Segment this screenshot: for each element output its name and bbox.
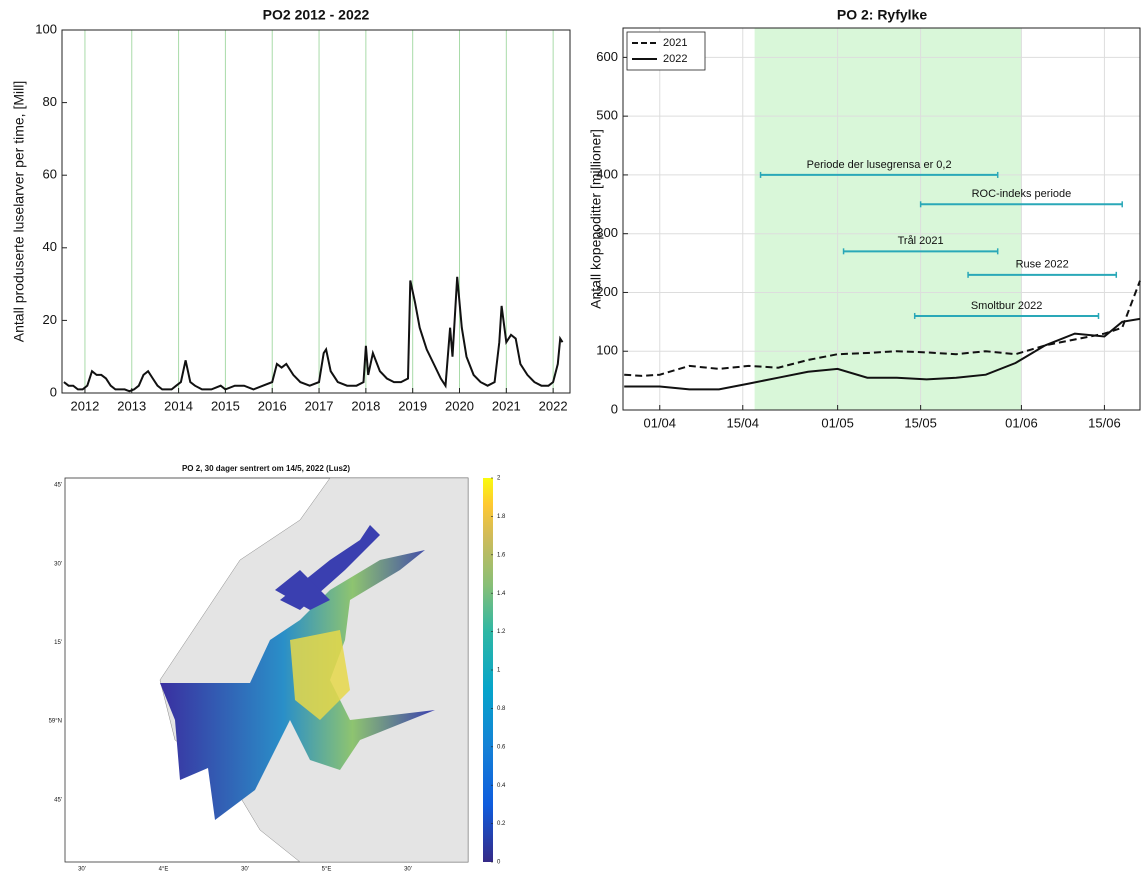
legend-box [626, 31, 706, 71]
x-tick-label: 01/06 [1005, 415, 1038, 430]
colorbar-tick-label: 1.4 [497, 591, 506, 597]
x-tick-label: 01/04 [643, 415, 676, 430]
shaded-period [754, 28, 1022, 410]
x-tick-label: 2014 [164, 398, 193, 413]
colorbar-tick-label: 0.4 [497, 783, 506, 789]
y-axis-label: Antall kopepoditter [millioner] [588, 129, 604, 309]
data-line [624, 280, 1141, 377]
x-tick-label: 2022 [539, 398, 568, 413]
x-tick-label: 2012 [70, 398, 99, 413]
map [64, 477, 469, 863]
y-tick-label: 0 [611, 401, 618, 416]
colorbar-tick-label: 0.2 [497, 821, 506, 827]
interval-label: Trål 2021 [898, 235, 944, 247]
x-tick-label: 2016 [258, 398, 287, 413]
y-tick-label: 60 [43, 167, 57, 182]
lat-label: 30' [54, 561, 62, 567]
plot-frame [61, 29, 571, 394]
x-tick-label: 2020 [445, 398, 474, 413]
y-tick-label: 400 [596, 166, 618, 181]
y-tick-label: 80 [43, 94, 57, 109]
y-tick-label: 100 [596, 343, 618, 358]
chart-title: PO 2, 30 dager sentrert om 14/5, 2022 (L… [182, 464, 350, 473]
lat-label: 45' [54, 797, 62, 803]
interval-label: Periode der lusegrensa er 0,2 [807, 159, 952, 171]
x-tick-label: 01/05 [821, 415, 854, 430]
colorbar-tick-label: 0.8 [497, 706, 506, 712]
colorbar-tick-label: 1.2 [497, 629, 506, 635]
colorbar-tick-label: 0 [497, 860, 501, 866]
lon-label: 4°E [159, 867, 169, 873]
colorbar [483, 478, 493, 862]
x-tick-label: 15/04 [726, 415, 759, 430]
y-tick-label: 300 [596, 225, 618, 240]
lat-label: 59°N [49, 719, 62, 725]
chart-title: PO2 2012 - 2022 [263, 7, 370, 23]
lon-label: 30' [241, 867, 249, 873]
colorbar-tick-label: 1.8 [497, 514, 506, 520]
colorbar-tick-label: 2 [497, 476, 501, 482]
x-tick-label: 15/06 [1088, 415, 1121, 430]
y-tick-label: 40 [43, 239, 57, 254]
x-tick-label: 2017 [305, 398, 334, 413]
lon-label: 5°E [322, 867, 332, 873]
chart-title: PO 2: Ryfylke [837, 7, 927, 23]
x-tick-label: 2018 [351, 398, 380, 413]
plot-frame [622, 27, 1141, 411]
y-tick-label: 100 [35, 21, 57, 36]
y-tick-label: 0 [50, 384, 57, 399]
colorbar-tick-label: 1.6 [497, 552, 506, 558]
y-axis-label: Antall produserte luselarver per time, [… [11, 81, 27, 342]
lat-label: 45' [54, 483, 62, 489]
x-tick-label: 2019 [398, 398, 427, 413]
interval-label: ROC-indeks periode [972, 188, 1072, 200]
data-line [63, 276, 564, 393]
legend-label: 2021 [663, 37, 687, 49]
colorbar-tick-label: 1 [497, 668, 501, 674]
lon-label: 30' [78, 867, 86, 873]
legend-label: 2022 [663, 53, 687, 65]
y-tick-label: 200 [596, 284, 618, 299]
x-tick-label: 2015 [211, 398, 240, 413]
y-tick-label: 500 [596, 108, 618, 123]
data-line [624, 317, 1141, 391]
interval-label: Smoltbur 2022 [971, 300, 1043, 312]
colorbar-tick-label: 0.6 [497, 744, 506, 750]
y-tick-label: 20 [43, 312, 57, 327]
lat-label: 15' [54, 640, 62, 646]
x-tick-label: 15/05 [904, 415, 937, 430]
x-tick-label: 2021 [492, 398, 521, 413]
lon-label: 30' [404, 867, 412, 873]
y-tick-label: 600 [596, 49, 618, 64]
interval-label: Ruse 2022 [1016, 259, 1069, 271]
x-tick-label: 2013 [117, 398, 146, 413]
